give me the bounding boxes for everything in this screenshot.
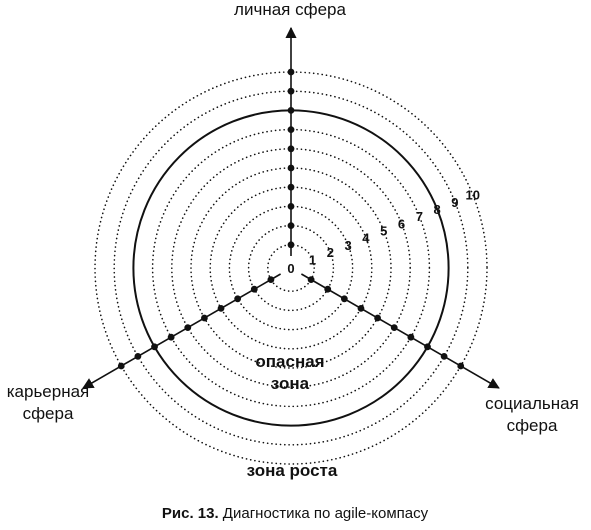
ring-dotted-4 [209, 186, 373, 350]
ticks-layer [117, 68, 465, 370]
axis-personal-tick-3 [287, 203, 295, 210]
ring-dotted-3 [228, 205, 354, 331]
axis-social-tick-6 [390, 324, 398, 331]
scale-number-2: 2 [327, 245, 334, 260]
scale-number-7: 7 [416, 209, 423, 224]
axis-career-tick-5 [200, 314, 208, 322]
axis-personal-tick-10 [287, 68, 295, 76]
axis-personal-tick-4 [287, 183, 295, 191]
ring-dotted-7 [151, 128, 431, 408]
axis-personal-tick-2 [287, 222, 295, 230]
scale-number-8: 8 [434, 202, 441, 217]
axis-social-tick-2 [324, 285, 332, 293]
axis-personal-tick-8 [287, 107, 295, 114]
zone-label-danger-line2: зона [271, 374, 310, 393]
zone-label-danger-line1: опасная [255, 352, 324, 371]
axis-social-tick-8 [424, 343, 431, 351]
ring-dotted-5 [190, 167, 392, 369]
zone-label-growth: зона роста [247, 461, 338, 480]
axis-career-tick-8 [151, 343, 158, 351]
axis-career-tick-9 [134, 353, 142, 360]
ring-dotted-2 [247, 224, 335, 312]
axis-social-tick-9 [440, 353, 448, 360]
scale-number-4: 4 [362, 231, 370, 246]
scale-number-5: 5 [380, 224, 387, 239]
axis-label-career-line1: карьерная [7, 382, 90, 401]
caption-label: Рис. 13. [162, 505, 219, 522]
axis-career-tick-10 [117, 362, 125, 370]
ring-dotted-9 [113, 90, 469, 446]
axis-personal-tick-1 [287, 241, 295, 249]
scale-number-3: 3 [344, 238, 351, 253]
axis-social-tick-1 [307, 276, 315, 283]
axis-social [300, 273, 500, 389]
caption-text: Диагностика по agile-компасу [219, 505, 429, 522]
figure-caption: Рис. 13. Диагностика по agile-компасу [162, 505, 429, 522]
axis-social-tick-4 [357, 305, 365, 312]
ring-dotted-10 [94, 71, 488, 465]
scale-number-6: 6 [398, 216, 405, 231]
scale-number-10: 10 [465, 188, 479, 203]
scale-layer: 01 2 3 4 5 6 7 8 9 10 [287, 188, 480, 276]
axis-label-career-line2: сфера [23, 404, 74, 423]
axis-social-tick-10 [457, 362, 465, 370]
axis-career-tick-1 [267, 276, 275, 283]
scale-number-0: 0 [287, 261, 294, 276]
ring-dotted-1 [266, 244, 315, 293]
axis-social-tick-3 [340, 295, 348, 303]
axis-career [82, 273, 282, 389]
axis-career-tick-4 [217, 305, 225, 312]
axis-career-tick-6 [184, 324, 192, 331]
axis-social-tick-7 [407, 333, 415, 341]
scale-number-9: 9 [451, 195, 458, 210]
ring-dotted-6 [171, 148, 411, 388]
axis-label-personal: личная сфера [234, 0, 346, 19]
axis-label-social-line1: социальная [485, 394, 579, 413]
axis-personal-tick-7 [287, 126, 295, 133]
scale-number-1: 1 [309, 252, 316, 267]
axis-personal-tick-6 [287, 145, 295, 153]
axis-social-tick-5 [374, 314, 382, 322]
axis-career-tick-7 [167, 333, 175, 341]
axis-career-tick-3 [234, 295, 242, 303]
axis-career-tick-2 [250, 285, 258, 293]
axes-layer [82, 26, 500, 389]
axis-personal-tick-9 [287, 87, 295, 95]
axis-personal-tick-5 [287, 164, 295, 172]
axis-label-social-line2: сфера [507, 416, 558, 435]
